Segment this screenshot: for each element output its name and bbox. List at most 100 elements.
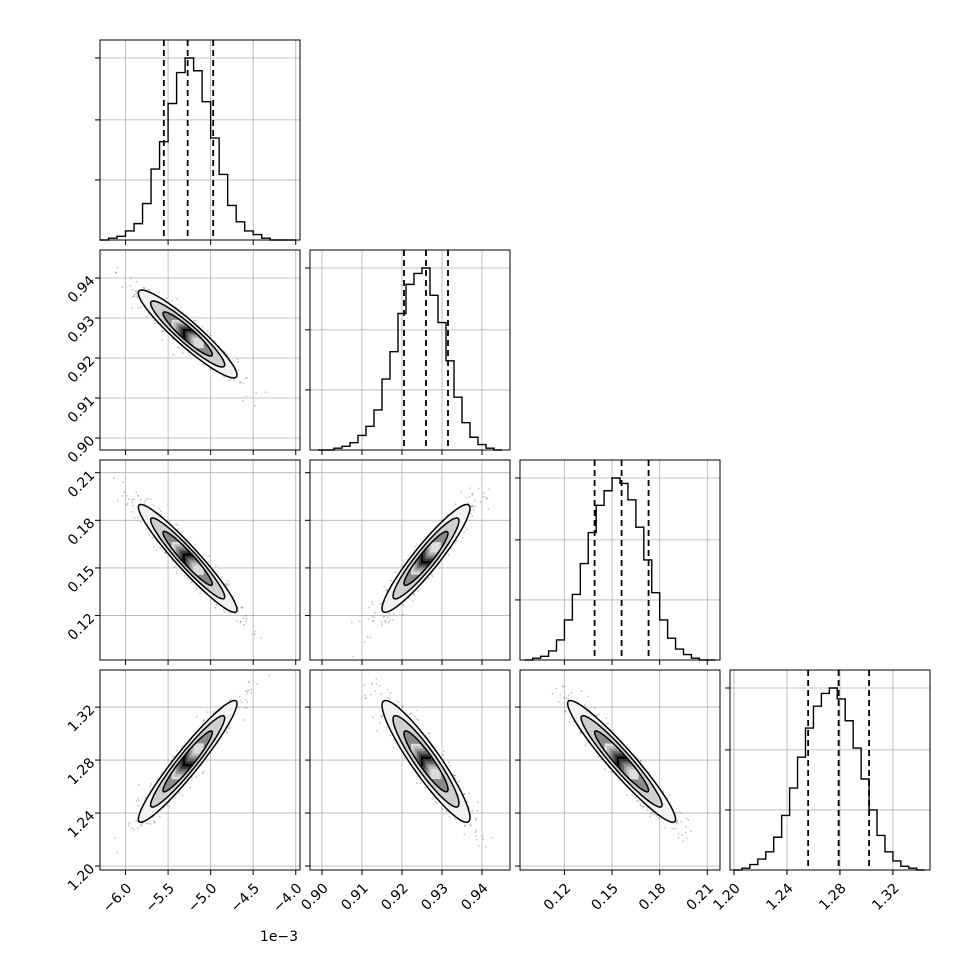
scatter-point [140,825,143,827]
histogram-step [318,267,502,451]
scatter-point [130,307,133,310]
scatter-point [215,565,217,567]
contour-line-1 [149,714,226,808]
scatter-point [409,713,412,715]
scatter-point [416,718,419,721]
scatter-point [595,714,598,717]
scatter-point [264,391,267,394]
y-tick-label: 1.24 [65,808,98,841]
scatter-point [401,705,404,707]
scatter-point [476,801,479,804]
scatter-point [648,771,651,774]
scatter-point [464,793,466,796]
scatter-point [177,346,180,349]
scatter-point [159,510,162,513]
scatter-point [475,829,477,832]
scatter-point [193,319,196,322]
scatter-point [245,617,248,620]
scatter-point [454,774,457,777]
scatter-point [155,549,158,552]
histogram-panel-0 [95,39,301,241]
scatter-point [246,690,248,692]
scatter-point [375,678,378,680]
scatter-point [136,297,139,299]
scatter-point [239,620,242,623]
scatter-point [686,837,688,839]
scatter-point [135,290,138,292]
scatter-point [636,799,638,802]
scatter-point [454,818,457,820]
scatter-point [158,815,161,818]
scatter-point [226,353,229,355]
scatter-point [137,307,140,310]
scatter-point [165,297,168,300]
scatter-point [350,621,353,624]
scatter-point [448,815,451,818]
scatter-point [153,546,155,548]
scatter-point [378,722,381,724]
scatter-point [202,771,205,773]
scatter-point [256,683,258,685]
scatter-point [115,271,118,274]
scatter-point [485,845,487,848]
scatter-point [415,782,418,785]
scatter-point [372,620,375,623]
scatter-point [380,714,383,717]
scatter-point [227,355,229,357]
scatter-point [137,783,140,786]
scatter-point [133,498,136,500]
scatter-point [135,491,138,494]
contour-line-0 [381,699,471,824]
scatter-point [598,713,600,716]
scatter-point [147,497,150,500]
scatter-point [133,293,136,296]
scatter-point [237,610,240,612]
scatter-point [154,821,156,823]
scatter-point [469,487,471,490]
x-tick-label: 0.93 [418,880,451,913]
scatter-point [225,730,228,733]
scatter-point [364,697,367,700]
histogram-panel-2 [515,459,721,661]
scatter-point [679,812,682,814]
scatter-point [150,498,152,501]
scatter-point [254,630,257,633]
scatter-point [209,368,211,371]
scatter-point [471,504,474,507]
scatter-point [241,606,244,608]
scatter-point [114,837,116,839]
scatter-point [392,612,395,615]
y-tick-label: 0.21 [65,468,98,501]
scatter-point [435,802,438,805]
scatter-point [449,764,451,767]
scatter-point [631,794,634,797]
scatter-panel-2-0 [99,459,301,661]
density-block [193,338,204,349]
scatter-point [364,694,367,696]
scatter-point [384,621,387,624]
scatter-point [237,360,240,363]
scatter-point [486,497,489,500]
scatter-point [148,289,151,292]
scatter-point [137,495,139,498]
scatter-point [463,833,466,836]
scatter-point [358,620,361,623]
scatter-point [137,797,139,800]
histogram-panel-3 [725,669,931,871]
scatter-point [148,534,151,536]
y-tick-label: 0.93 [65,313,98,346]
scatter-point [640,761,643,763]
scatter-point [250,688,253,691]
scatter-point [568,720,570,723]
scatter-point [213,710,216,713]
scatter-point [642,805,645,808]
scatter-point [133,295,135,298]
scatter-point [371,619,374,622]
scatter-point [214,607,216,609]
scatter-point [179,348,181,350]
scatter-point [112,477,115,480]
scatter-point [116,499,119,502]
scatter-point [474,835,477,838]
scatter-point [226,731,229,734]
scatter-point [682,840,685,842]
